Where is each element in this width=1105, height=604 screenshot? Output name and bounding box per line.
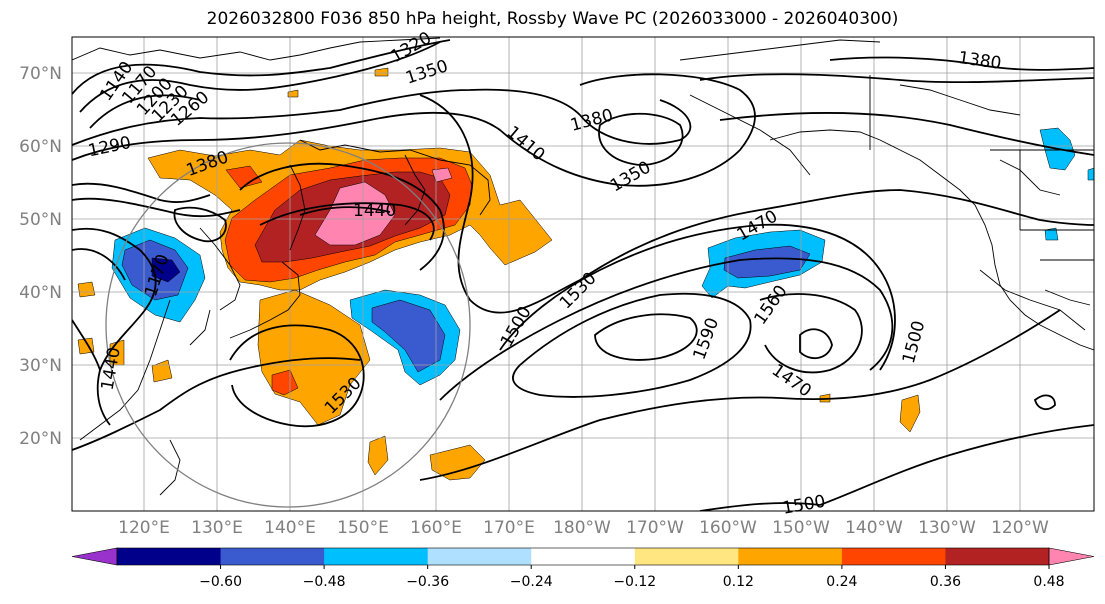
lon-label: 120°W	[991, 518, 1049, 538]
map-frame	[71, 36, 1095, 512]
colorbar-tick-label: −0.60	[199, 574, 242, 590]
colorbar-tick-label: 0.48	[1033, 574, 1064, 590]
lon-label: 140°W	[845, 518, 903, 538]
lat-label: 40°N	[19, 283, 62, 303]
colorbar-frame	[116, 547, 1050, 566]
colorbar-tick-label: −0.36	[406, 574, 449, 590]
positive-anomaly-region	[77, 67, 921, 481]
lat-label: 30°N	[19, 356, 62, 376]
colorbar-tick-label: −0.48	[303, 574, 346, 590]
colorbar-tick-label: 0.24	[826, 574, 857, 590]
lon-label: 160°E	[410, 518, 462, 538]
lon-label: 170°E	[483, 518, 535, 538]
colorbar-tick-label: 0.12	[723, 574, 754, 590]
longitude-axis: 120°E 130°E 140°E 150°E 160°E 170°E 180°…	[118, 518, 1049, 538]
colorbar-segment	[324, 548, 429, 565]
map-title: 2026032800 F036 850 hPa height, Rossby W…	[206, 9, 899, 29]
colorbar-segment	[427, 548, 532, 565]
lat-label: 50°N	[19, 210, 62, 230]
colorbar-segment	[738, 548, 843, 565]
lon-label: 160°W	[699, 518, 757, 538]
lat-label: 20°N	[19, 429, 62, 449]
lon-label: 130°W	[918, 518, 976, 538]
lon-label: 130°E	[191, 518, 243, 538]
lon-label: 150°E	[337, 518, 389, 538]
lon-label: 140°E	[264, 518, 316, 538]
coastlines	[72, 37, 1094, 496]
view-circle-outline	[105, 142, 471, 508]
colorbar-segment	[945, 548, 1050, 565]
latitude-axis: 70°N 60°N 50°N 40°N 30°N 20°N	[19, 64, 62, 449]
lat-label: 70°N	[19, 64, 62, 84]
colorbar-segment	[117, 548, 222, 565]
map-plot-area	[72, 37, 1094, 511]
colorbar-tick-label: 0.36	[930, 574, 961, 590]
contour-label: 1440	[353, 201, 396, 221]
colorbar	[71, 547, 1095, 566]
lon-label: 120°E	[118, 518, 170, 538]
lon-label: 150°W	[772, 518, 830, 538]
height-contours	[72, 39, 1094, 511]
negative-anomaly-region	[111, 127, 1094, 386]
colorbar-tick-label: −0.12	[613, 574, 656, 590]
colorbar-ticks: −0.60 −0.48 −0.36 −0.24 −0.12 0.12 0.24 0.36 0.4…	[199, 565, 1065, 590]
colorbar-segment	[220, 548, 325, 565]
colorbar-segment	[841, 548, 946, 565]
lat-label: 60°N	[19, 137, 62, 157]
colorbar-tick-label: −0.24	[510, 574, 553, 590]
colorbar-extend-low	[71, 547, 118, 566]
lon-label: 180°W	[553, 518, 611, 538]
lon-label: 170°W	[626, 518, 684, 538]
colorbar-segment	[531, 548, 636, 565]
colorbar-segment	[634, 548, 739, 565]
colorbar-extend-high	[1048, 547, 1095, 566]
